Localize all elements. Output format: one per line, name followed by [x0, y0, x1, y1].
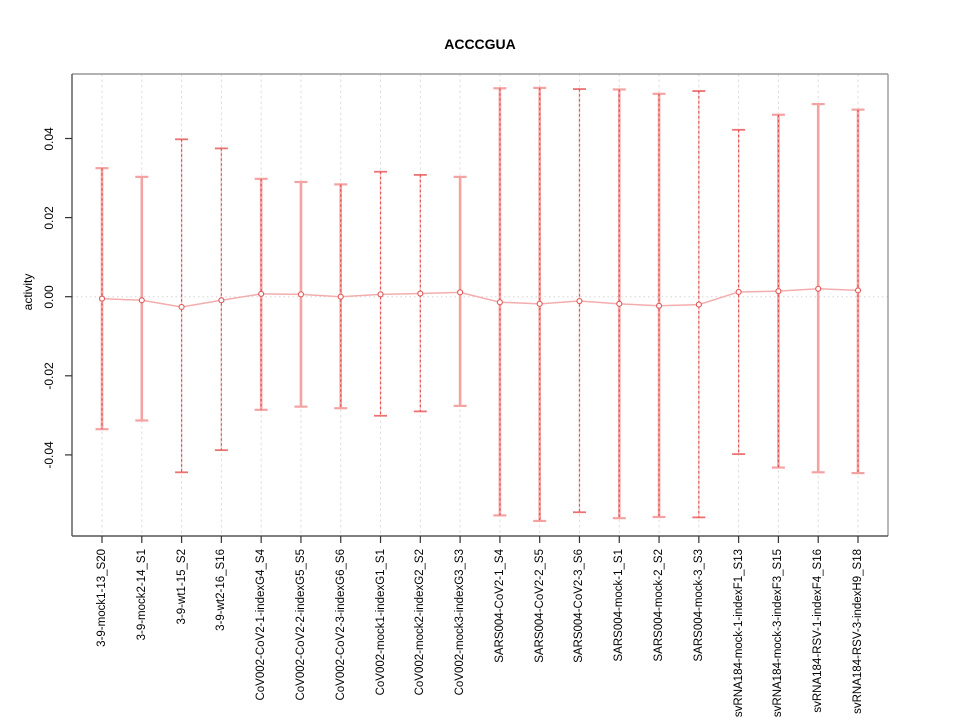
data-point-marker: [655, 302, 663, 309]
data-point-marker: [377, 291, 384, 298]
x-tick-label: svRNA184-RSV-1-indexF4_S16: [812, 549, 825, 713]
data-point-marker: [98, 295, 106, 302]
x-tick-label: CoV002-mock2-indexG2_S2: [414, 549, 427, 696]
x-tick-label: CoV002-CoV2-2-indexG5_S5: [294, 549, 307, 701]
x-tick-label: 3-9-mock2-14_S1: [135, 549, 148, 641]
x-tick-label: 3-9-wt2-16_S16: [215, 549, 228, 631]
series-connect-line: [101, 288, 859, 308]
data-point-marker: [218, 297, 225, 304]
data-point-marker: [576, 297, 583, 305]
data-point-marker: [854, 287, 862, 294]
x-tick-label: SARS004-mock-2_S2: [653, 549, 666, 662]
data-point-marker: [815, 285, 822, 292]
data-point-marker: [297, 291, 305, 298]
data-point-marker: [775, 288, 782, 295]
data-point-marker: [496, 299, 503, 306]
data-point-marker: [536, 300, 543, 307]
x-tick-label: CoV002-mock3-indexG3_S3: [454, 549, 467, 696]
x-tick-label: SARS004-mock-1_S1: [613, 549, 626, 662]
x-tick-label: svRNA184-mock-1-indexF1_S13: [732, 549, 745, 718]
data-point-marker: [616, 300, 623, 307]
y-tick-label: -0.02: [42, 362, 56, 390]
y-tick-label: -0.04: [42, 441, 56, 469]
x-tick-label: 3-9-mock1-13_S20: [96, 549, 108, 647]
x-tick-label: CoV002-mock1-indexG1_S1: [374, 549, 387, 696]
y-axis-title: activity: [21, 273, 35, 311]
x-tick-label: 3-9-wt1-15_S2: [175, 549, 188, 625]
x-tick-label: SARS004-CoV2-1_S4: [493, 549, 506, 663]
x-tick-label: SARS004-mock-3_S3: [692, 549, 705, 662]
data-point-marker: [178, 303, 185, 311]
data-point-marker: [258, 290, 265, 298]
data-point-marker: [457, 289, 464, 296]
data-point-marker: [138, 297, 145, 304]
x-tick-label: CoV002-CoV2-3-indexG6_S6: [334, 549, 347, 701]
y-tick-label: 0.04: [42, 126, 56, 151]
chart-title: ACCCGUA: [444, 36, 516, 52]
x-tick-label: SARS004-CoV2-3_S6: [573, 549, 586, 663]
data-point-marker: [417, 290, 424, 297]
x-tick-label: svRNA184-RSV-3-indexH9_S18: [852, 549, 864, 714]
data-point-marker: [695, 301, 702, 308]
data-point-marker: [337, 293, 344, 300]
x-tick-label: CoV002-CoV2-1-indexG4_S4: [255, 549, 268, 701]
y-tick-label: 0.02: [42, 205, 56, 230]
x-tick-label: svRNA184-mock-3-indexF3_S15: [772, 549, 785, 718]
data-point-marker: [735, 288, 742, 296]
y-tick-label: 0.00: [42, 285, 56, 309]
x-tick-label: SARS004-CoV2-2_S5: [533, 549, 546, 663]
